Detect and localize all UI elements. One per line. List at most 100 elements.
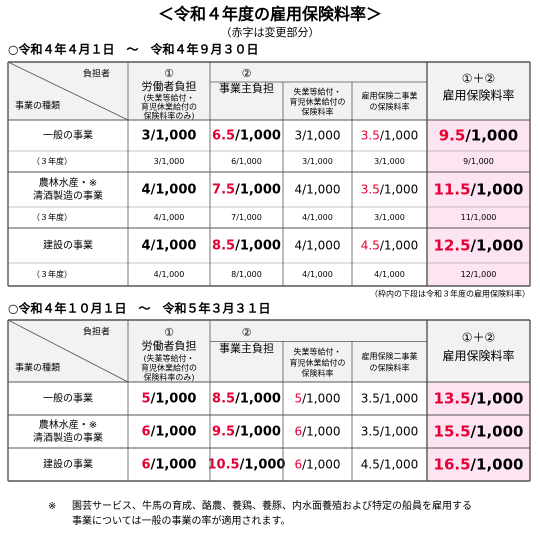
rate: 8.5/1,000 [212,391,281,406]
rate-unit: /1,000 [302,128,340,142]
rate: 4/1,000 [142,182,197,197]
rate: 9.5/1,000 [212,424,281,439]
rate-number: 8.5 [212,238,235,253]
row-name: 建設の事業 [43,239,93,252]
title: ＜令和４年度の雇用保険料率＞ [158,5,382,24]
rate-unit: /1,000 [380,238,418,252]
footnote: 事業については一般の事業の率が適用されます。 [72,514,291,527]
header-label: の保険料率 [370,363,410,373]
prev-name: （３年度） [32,156,72,166]
header-label: 事業主負担 [219,81,274,95]
rate: 6/1,000 [294,424,340,438]
rate-unit: /1,000 [380,457,418,471]
header-label: 失業等給付・ [294,87,342,97]
rate-unit: /1,000 [151,238,197,253]
row-name: 建設の事業 [43,458,93,471]
rate-unit: /1,000 [151,457,197,472]
prev-rate: 11/1,000 [461,213,497,222]
header-label: 事業の種類 [15,362,60,374]
rate-unit: /1,000 [302,182,340,196]
rate-number: 15.5 [434,422,471,440]
rate-unit: /1,000 [380,391,418,405]
rate: 7.5/1,000 [212,182,281,197]
rate-number: 6 [142,457,151,472]
rate-unit: /1,000 [240,457,286,472]
rate-unit: /1,000 [151,391,197,406]
header-label: 育児休業給付の [141,102,197,112]
header-label: 雇用保険二事業 [362,351,418,361]
section-heading: ○令和４年１０月１日 ～ 令和５年３月３１日 [8,301,270,316]
rate-number: 5 [142,391,151,406]
rate: 3/1,000 [142,128,197,143]
rate-unit: /1,000 [465,126,518,144]
rate-number: 3.5 [361,391,380,405]
rate-unit: /1,000 [380,182,418,196]
rate-number: 5 [294,391,302,405]
rate: 4.5/1,000 [361,238,419,252]
header-label: 保険料率 [302,107,334,117]
rate-unit: /1,000 [235,238,281,253]
rate-unit: /1,000 [471,389,524,407]
prev-name: （３年度） [32,269,72,279]
header-label: 負担者 [83,326,110,338]
row-name: 一般の事業 [43,392,93,405]
rate-number: 8.5 [212,391,235,406]
header-label: の保険料率 [370,102,410,112]
rate-number: 4 [142,238,151,253]
cell-bg [427,382,530,481]
prev-rate: 8/1,000 [231,270,262,279]
prev-rate: 12/1,000 [461,270,497,279]
rate-number: 4.5 [361,238,380,252]
header-label: 労働者負担 [142,79,197,93]
rate: 4.5/1,000 [361,457,419,471]
cell-bg [427,120,530,286]
rate-number: 6.5 [212,128,235,143]
rate: 16.5/1,000 [434,455,524,473]
rate-unit: /1,000 [471,180,524,198]
rate: 3.5/1,000 [361,182,419,196]
row-name: 農林水産・※ [39,176,97,189]
header-label: 育児休業給付の [290,97,346,107]
header-label: ② [242,67,252,80]
rate-number: 3 [142,128,151,143]
cell-bg [8,62,530,120]
note: （枠内の下段は令和３年度の雇用保険料率） [370,289,530,299]
section-heading: ○令和４年４月１日 ～ 令和４年９月３０日 [8,42,258,57]
rate-number: 3.5 [361,424,380,438]
footnote: 園芸サービス、牛馬の育成、酪農、養鶏、養豚、内水面養殖および特定の船員を雇用する [72,499,472,512]
rate-number: 7.5 [212,182,235,197]
rate-unit: /1,000 [471,236,524,254]
rate: 8.5/1,000 [212,238,281,253]
rate: 3.5/1,000 [361,128,419,142]
rule [7,319,129,383]
prev-rate: 4/1,000 [154,270,185,279]
header-label: 労働者負担 [142,339,197,353]
rule [7,61,129,121]
prev-rate: 4/1,000 [154,213,185,222]
rate: 10.5/1,000 [208,457,286,472]
header-label: ①＋② [462,331,496,345]
rate-number: 6 [142,424,151,439]
row-name: 清酒製造の事業 [33,189,103,202]
rate-number: 11.5 [434,180,471,198]
rate: 4/1,000 [142,238,197,253]
header-label: ② [242,326,252,339]
prev-rate: 4/1,000 [374,270,405,279]
rate: 5/1,000 [294,391,340,405]
prev-rate: 9/1,000 [463,157,494,166]
rate-unit: /1,000 [235,128,281,143]
prev-rate: 6/1,000 [231,157,262,166]
rate: 4/1,000 [294,182,340,196]
rate-unit: /1,000 [380,128,418,142]
prev-rate: 3/1,000 [302,157,333,166]
prev-rate: 3/1,000 [154,157,185,166]
row-name: 一般の事業 [43,129,93,142]
rate-unit: /1,000 [380,424,418,438]
header-label: 失業等給付・ [294,347,342,357]
header-label: (失業等給付・ [143,353,194,363]
rate-unit: /1,000 [302,391,340,405]
rate-number: 9.5 [212,424,235,439]
header-label: 保険料率のみ) [143,111,194,121]
header-label: 育児休業給付の [141,363,197,373]
rate-unit: /1,000 [151,128,197,143]
